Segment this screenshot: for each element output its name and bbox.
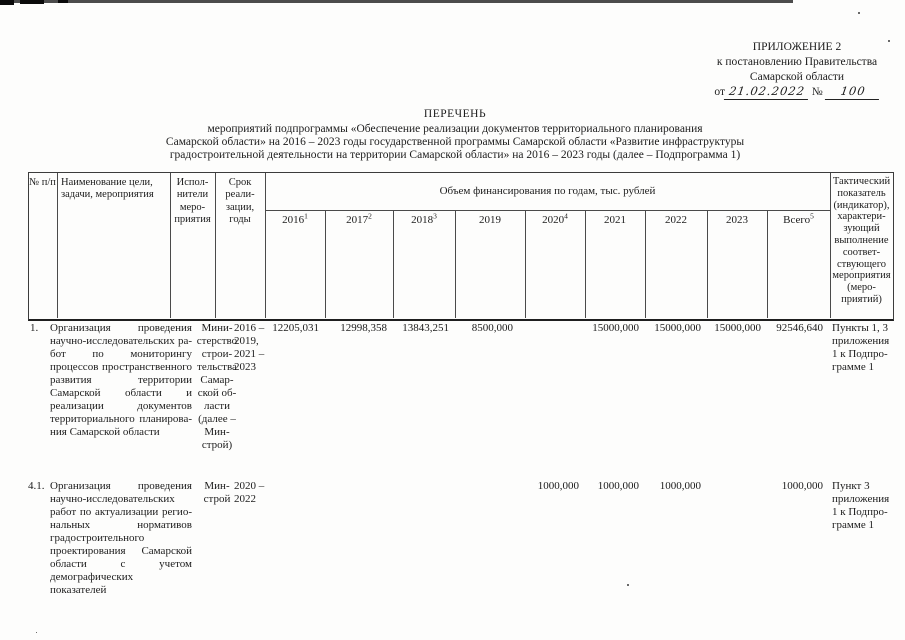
row-2-value-2022: 1000,000 bbox=[659, 480, 701, 492]
table-grid-line bbox=[830, 173, 831, 318]
row-1-value-2022: 15000,000 bbox=[654, 322, 701, 334]
year-footnote-ref: 2 bbox=[368, 211, 372, 221]
year-header-2021: 2021 bbox=[585, 214, 645, 226]
year-label: 2016 bbox=[282, 214, 305, 226]
year-footnote-ref: 5 bbox=[810, 211, 814, 221]
year-header-2016: 20161 bbox=[265, 211, 325, 226]
appendix-block: ПРИЛОЖЕНИЕ 2 к постановлению Правительст… bbox=[703, 40, 891, 101]
scan-speck bbox=[36, 632, 37, 633]
year-label: 2020 bbox=[542, 214, 565, 226]
page-title: ПЕРЕЧЕНЬ bbox=[423, 108, 487, 120]
year-header-2022: 2022 bbox=[645, 214, 707, 226]
year-label: 2017 bbox=[346, 214, 369, 226]
table-grid-line bbox=[455, 210, 456, 318]
handwritten-number: 100 bbox=[824, 84, 881, 101]
year-header-2018: 20183 bbox=[393, 211, 455, 226]
scan-mark bbox=[0, 0, 14, 5]
row-2-name: Организация проведе­ния научно-иссле­дов… bbox=[50, 480, 192, 596]
scan-speck bbox=[627, 584, 629, 586]
row-1-value-total: 92546,640 bbox=[776, 322, 823, 334]
row-1-executors: Мини­стерство строи­тельства Самар­ской … bbox=[196, 322, 238, 451]
table-grid-line bbox=[57, 173, 58, 318]
row-1-value-2021: 15000,000 bbox=[592, 322, 639, 334]
year-label: 2018 bbox=[411, 214, 434, 226]
table-grid-line bbox=[393, 210, 394, 318]
row-1-value-2019: 8500,000 bbox=[471, 322, 513, 334]
row-1-name: Организация проведе­ния научно-исследова… bbox=[50, 322, 192, 438]
scan-speck bbox=[888, 40, 890, 42]
appendix-title: ПРИЛОЖЕНИЕ 2 bbox=[752, 41, 842, 53]
col-header-executors: Испол­нители меро­приятия bbox=[174, 177, 211, 226]
year-label: Всего bbox=[783, 214, 811, 226]
col-header-finance-span: Объем финансирования по годам, тыс. рубл… bbox=[439, 185, 656, 197]
year-label: 2021 bbox=[604, 214, 626, 226]
row-1-value-2018: 13843,251 bbox=[402, 322, 449, 334]
year-header-2019: 2019 bbox=[455, 214, 525, 226]
row-1-term: 2016 – 2019, 2021 – 2023 bbox=[234, 322, 265, 373]
table-grid-line bbox=[707, 210, 708, 318]
table-grid-line bbox=[525, 210, 526, 318]
row-2-executors: Мин­строй bbox=[203, 480, 231, 505]
row-1-value-2016: 12205,031 bbox=[272, 322, 319, 334]
appendix-line-3: Самарской области bbox=[749, 70, 845, 83]
row-2-term: 2020 – 2022 bbox=[234, 480, 265, 505]
scan-mark bbox=[20, 0, 44, 4]
year-footnote-ref: 4 bbox=[564, 211, 568, 221]
year-header-2020: 20204 bbox=[525, 211, 585, 226]
year-label: 2019 bbox=[479, 214, 501, 226]
table-grid-line bbox=[170, 173, 171, 318]
year-footnote-ref: 3 bbox=[433, 211, 437, 221]
title-block: ПЕРЕЧЕНЬ мероприятий подпрограммы «Обесп… bbox=[100, 108, 810, 162]
scan-mark bbox=[58, 0, 68, 3]
col-header-tactical: Тактиче­ский пока­затель (ин­дикатор), х… bbox=[832, 176, 891, 305]
table-grid-line bbox=[325, 210, 326, 318]
table-grid-line bbox=[265, 173, 266, 318]
year-label: 2023 bbox=[726, 214, 748, 226]
scan-edge-bar bbox=[0, 0, 793, 3]
appendix-date-line: от 21.02.2022 № 100 bbox=[703, 84, 891, 101]
table-grid-line bbox=[645, 210, 646, 318]
number-sign: № bbox=[811, 86, 823, 99]
row-2-num: 4.1. bbox=[28, 480, 45, 492]
table-grid-line bbox=[215, 173, 216, 318]
row-1-num: 1. bbox=[30, 322, 39, 334]
row-1-value-2017: 12998,358 bbox=[340, 322, 387, 334]
row-2-value-2020: 1000,000 bbox=[537, 480, 579, 492]
col-header-name: Наименование цели, задачи, мероприятия bbox=[61, 177, 154, 201]
year-footnote-ref: 1 bbox=[304, 211, 308, 221]
table-header-frame bbox=[28, 172, 894, 321]
handwritten-date: 21.02.2022 bbox=[723, 84, 810, 101]
scan-speck bbox=[858, 12, 860, 14]
row-2-value-total: 1000,000 bbox=[781, 480, 823, 492]
year-header-total: Всего5 bbox=[767, 211, 830, 226]
table-grid-line bbox=[767, 210, 768, 318]
subtitle-line-1: мероприятий подпрограммы «Обеспечение ре… bbox=[207, 123, 703, 135]
date-prefix: от bbox=[714, 86, 726, 99]
row-2-tactical: Пункт 3 приложе­ния 1 к Подпро­грамме 1 bbox=[832, 480, 890, 531]
table-grid-line bbox=[585, 210, 586, 318]
row-1-value-2023: 15000,000 bbox=[714, 322, 761, 334]
col-header-num: № п/п bbox=[29, 177, 56, 188]
col-header-term: Срок реали­зации, годы bbox=[225, 177, 255, 226]
subtitle-line-2: Самарской области» на 2016 – 2023 годы г… bbox=[165, 136, 745, 148]
appendix-line-2: к постановлению Правительства bbox=[716, 55, 878, 68]
year-label: 2022 bbox=[665, 214, 687, 226]
subtitle-line-3: градостроительной деятельности на террит… bbox=[169, 149, 741, 161]
table-grid-line bbox=[266, 210, 830, 211]
row-2-value-2021: 1000,000 bbox=[597, 480, 639, 492]
year-header-2017: 20172 bbox=[325, 211, 393, 226]
year-header-2023: 2023 bbox=[707, 214, 767, 226]
row-1-tactical: Пункты 1, 3 приложе­ния 1 к Подпро­грамм… bbox=[832, 322, 890, 373]
